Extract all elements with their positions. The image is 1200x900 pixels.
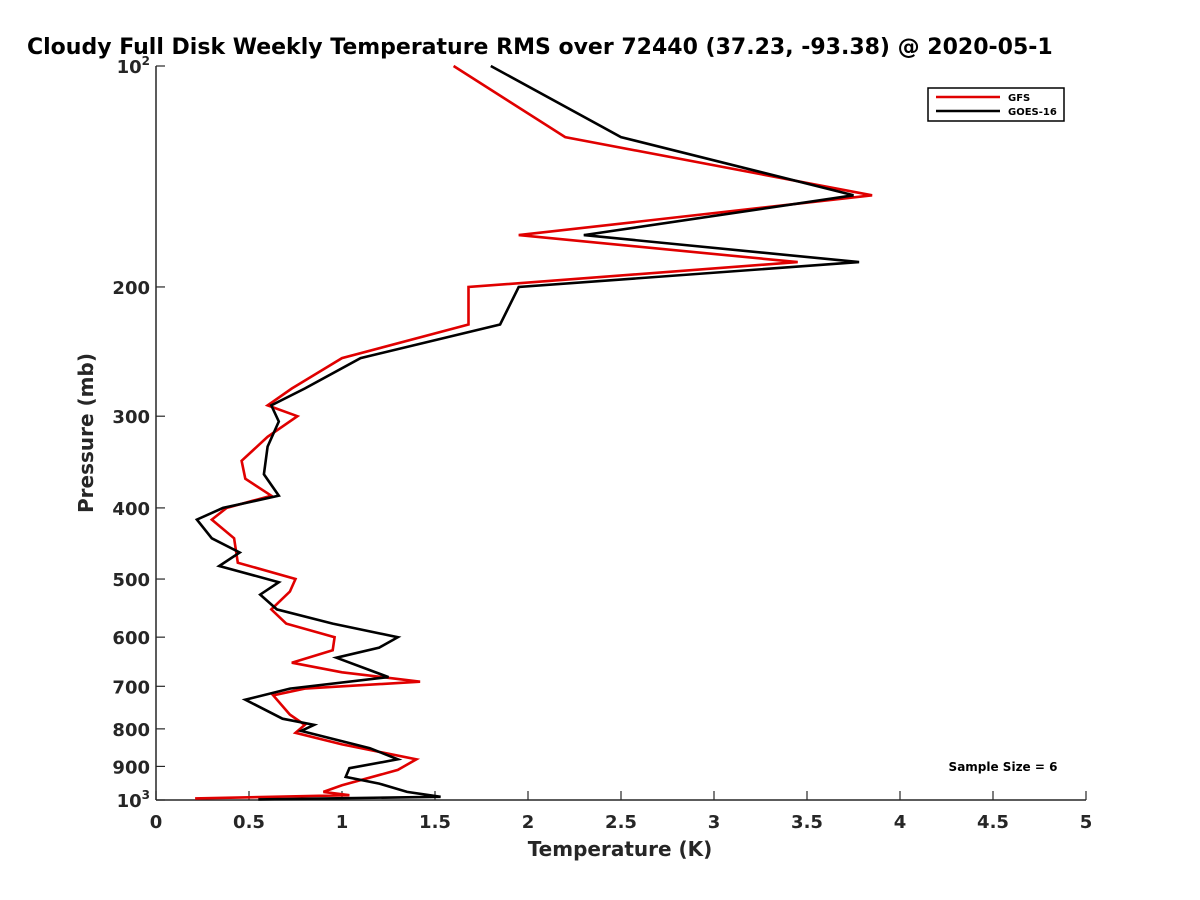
axes: 0 0.5 1 1.5 2 2.5 3 3.5 4 4.5 51022003004005006007…	[112, 54, 1092, 833]
y-tick-label-base: 500	[112, 570, 150, 591]
series-line-goes-16	[194, 64, 860, 801]
y-tick-label-base: 200	[112, 278, 150, 299]
sample-size-annotation: Sample Size = 6	[949, 760, 1058, 774]
y-axis-label: Pressure (mb)	[74, 353, 98, 513]
y-tick-label: 102	[117, 54, 150, 78]
y-tick-label-exponent: 3	[142, 788, 150, 802]
x-tick-label: 0	[150, 812, 163, 833]
x-tick-label: 5	[1080, 812, 1093, 833]
y-tick-label-base: 600	[112, 628, 150, 649]
y-tick-label: 400	[112, 499, 150, 520]
chart-title: Cloudy Full Disk Weekly Temperature RMS …	[27, 35, 1053, 60]
y-tick-label: 700	[112, 677, 150, 698]
y-tick-label: 300	[112, 407, 150, 428]
legend-box	[927, 87, 1065, 122]
y-tick-label-base: 700	[112, 677, 150, 698]
y-tick-label-base: 10	[117, 791, 142, 812]
x-tick-label: 0.5	[233, 812, 265, 833]
y-tick-label: 200	[112, 278, 150, 299]
x-tick-label: 4.5	[977, 812, 1009, 833]
y-tick-label-exponent: 2	[142, 54, 150, 68]
x-tick-label: 3	[708, 812, 721, 833]
y-tick-label-base: 400	[112, 499, 150, 520]
y-tick-label: 600	[112, 628, 150, 649]
legend-label: GFS	[1008, 93, 1030, 104]
x-axis-label: Temperature (K)	[528, 837, 713, 861]
y-tick-label: 500	[112, 570, 150, 591]
y-tick-label: 103	[117, 788, 150, 812]
y-tick-label-base: 900	[112, 757, 150, 778]
y-tick-label-base: 800	[112, 720, 150, 741]
y-tick-label: 800	[112, 720, 150, 741]
x-tick-label: 1	[336, 812, 349, 833]
x-tick-label: 2.5	[605, 812, 637, 833]
legend-label: GOES-16	[1008, 107, 1057, 118]
y-tick-label-base: 300	[112, 407, 150, 428]
x-tick-label: 4	[894, 812, 907, 833]
plot-series	[194, 64, 873, 801]
y-tick-label: 900	[112, 757, 150, 778]
y-tick-label-base: 10	[117, 57, 142, 78]
legend: GFS GOES-16	[927, 87, 1065, 122]
series-line-gfs	[195, 64, 873, 800]
x-tick-label: 2	[522, 812, 535, 833]
x-tick-label: 1.5	[419, 812, 451, 833]
x-tick-label: 3.5	[791, 812, 823, 833]
